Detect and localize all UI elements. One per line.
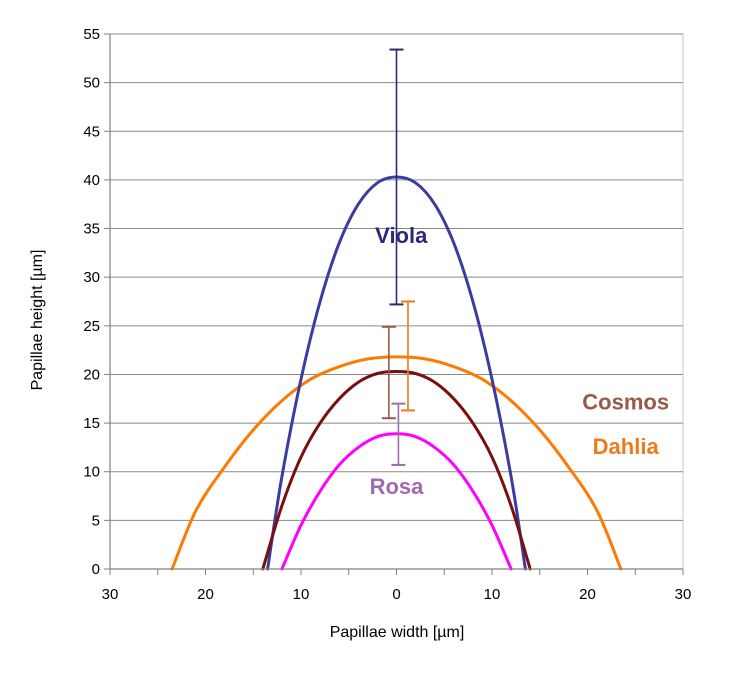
- x-tick-label: 20: [197, 586, 214, 603]
- series-label-viola: Viola: [375, 223, 428, 248]
- y-tick-label: 50: [83, 75, 100, 92]
- y-tick-label: 30: [83, 269, 100, 286]
- y-tick-label: 10: [83, 464, 100, 481]
- series-label-dahlia: Dahlia: [593, 434, 660, 459]
- x-tick-label: 30: [675, 586, 692, 603]
- y-tick-label: 20: [83, 366, 100, 383]
- error-bar-rosa: [391, 402, 406, 466]
- series-label-rosa: Rosa: [370, 474, 425, 499]
- y-tick-label: 55: [83, 26, 100, 43]
- y-axis-title: Papillae height [µm]: [29, 250, 46, 391]
- axes: [104, 33, 684, 575]
- error-bar-dahlia: [400, 300, 415, 412]
- x-tick-label: 20: [579, 586, 596, 603]
- series-line-rosa: [280, 432, 513, 571]
- error-bar-cosmos: [381, 325, 396, 420]
- y-tick-label: 40: [83, 172, 100, 189]
- x-axis-title: Papillae width [µm]: [330, 624, 465, 641]
- series-line-cosmos: [261, 370, 532, 571]
- series-labels: Viola Dahlia Cosmos Rosa: [370, 223, 669, 499]
- y-tick-label: 35: [83, 221, 100, 238]
- y-tick-label: 5: [92, 512, 100, 529]
- y-tick-label: 0: [92, 561, 100, 578]
- error-bars: [381, 48, 415, 466]
- error-bar-viola: [389, 48, 404, 306]
- series-line-dahlia: [170, 355, 623, 571]
- series-label-cosmos: Cosmos: [582, 389, 669, 414]
- x-tick-label: 30: [102, 586, 119, 603]
- y-tick-label: 25: [83, 318, 100, 335]
- y-tick-label: 45: [83, 123, 100, 140]
- x-tick-label: 10: [484, 586, 501, 603]
- x-tick-label: 0: [392, 586, 400, 603]
- x-tick-label: 10: [293, 586, 310, 603]
- y-tick-label: 15: [83, 415, 100, 432]
- tick-labels: 0 5 10 15 20 25 30 35 40 45 50 55 30 20 10 0 10 20 30: [83, 26, 691, 603]
